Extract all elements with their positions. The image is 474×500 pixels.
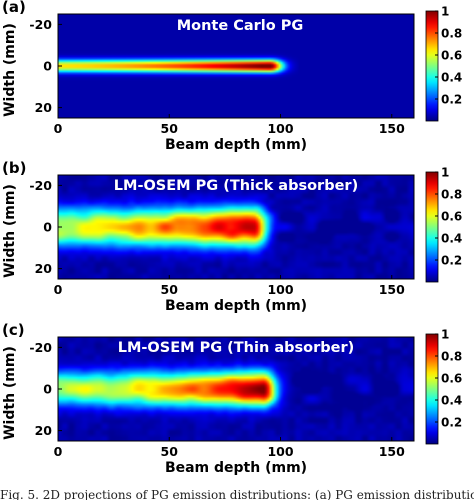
y-tick-label: -20 xyxy=(29,340,52,355)
colorbar-tick-label: 0.8 xyxy=(441,188,462,202)
colorbar-tick-label: 0.4 xyxy=(441,232,462,246)
x-tick-label: 0 xyxy=(54,444,63,459)
x-tick-label: 0 xyxy=(54,282,63,297)
y-tick-label: 0 xyxy=(43,59,52,74)
colorbar-tick-label: 0.6 xyxy=(441,210,462,224)
x-tick-label: 100 xyxy=(267,444,293,459)
colorbar-tick-label: 0.4 xyxy=(441,394,462,408)
panel-title: Monte Carlo PG xyxy=(177,18,304,34)
y-tick-label: 20 xyxy=(35,100,53,115)
x-tick-label: 50 xyxy=(161,444,179,459)
x-tick-label: 150 xyxy=(379,444,405,459)
x-axis-label: Beam depth (mm) xyxy=(165,460,307,476)
x-axis-label: Beam depth (mm) xyxy=(165,298,307,314)
y-tick-label: 0 xyxy=(43,382,52,397)
colorbar xyxy=(425,333,439,445)
panel-label: (a) xyxy=(2,0,26,16)
panel-title: LM-OSEM PG (Thin absorber) xyxy=(118,340,355,356)
x-tick-label: 50 xyxy=(161,282,179,297)
colorbar-tick-label: 0.4 xyxy=(441,71,462,85)
x-tick-label: 0 xyxy=(54,121,63,136)
x-tick-label: 100 xyxy=(267,282,293,297)
y-tick-label: -20 xyxy=(29,178,52,193)
panel-label: (c) xyxy=(2,321,25,339)
x-tick-label: 100 xyxy=(267,121,293,136)
x-tick-label: 50 xyxy=(161,121,179,136)
x-axis-label: Beam depth (mm) xyxy=(165,137,307,153)
figure-caption: Fig. 5. 2D projections of PG emission di… xyxy=(0,489,474,500)
y-axis-label: Width (mm) xyxy=(2,346,18,440)
colorbar-tick-label: 0.2 xyxy=(441,416,462,430)
colorbar-tick-label: 0.8 xyxy=(441,27,462,41)
y-tick-label: 0 xyxy=(43,220,52,235)
colorbar xyxy=(425,171,439,283)
heatmap-image xyxy=(58,175,414,279)
heatmap-image xyxy=(58,14,414,118)
colorbar xyxy=(425,10,439,122)
colorbar-tick-label: 0.2 xyxy=(441,254,462,268)
colorbar-tick-label: 1 xyxy=(441,328,449,342)
y-tick-label: -20 xyxy=(29,17,52,32)
colorbar-tick-label: 1 xyxy=(441,5,449,19)
heatmap-image xyxy=(58,337,414,441)
colorbar-tick-label: 0.2 xyxy=(441,93,462,107)
y-axis-label: Width (mm) xyxy=(2,184,18,278)
colorbar-tick-label: 0.6 xyxy=(441,372,462,386)
colorbar-tick-label: 0.8 xyxy=(441,350,462,364)
x-tick-label: 150 xyxy=(379,282,405,297)
panel-label: (b) xyxy=(2,159,26,177)
y-tick-label: 20 xyxy=(35,423,53,438)
y-tick-label: 20 xyxy=(35,261,53,276)
colorbar-tick-label: 1 xyxy=(441,166,449,180)
y-axis-label: Width (mm) xyxy=(2,23,18,117)
colorbar-tick-label: 0.6 xyxy=(441,49,462,63)
x-tick-label: 150 xyxy=(379,121,405,136)
panel-title: LM-OSEM PG (Thick absorber) xyxy=(114,178,358,194)
